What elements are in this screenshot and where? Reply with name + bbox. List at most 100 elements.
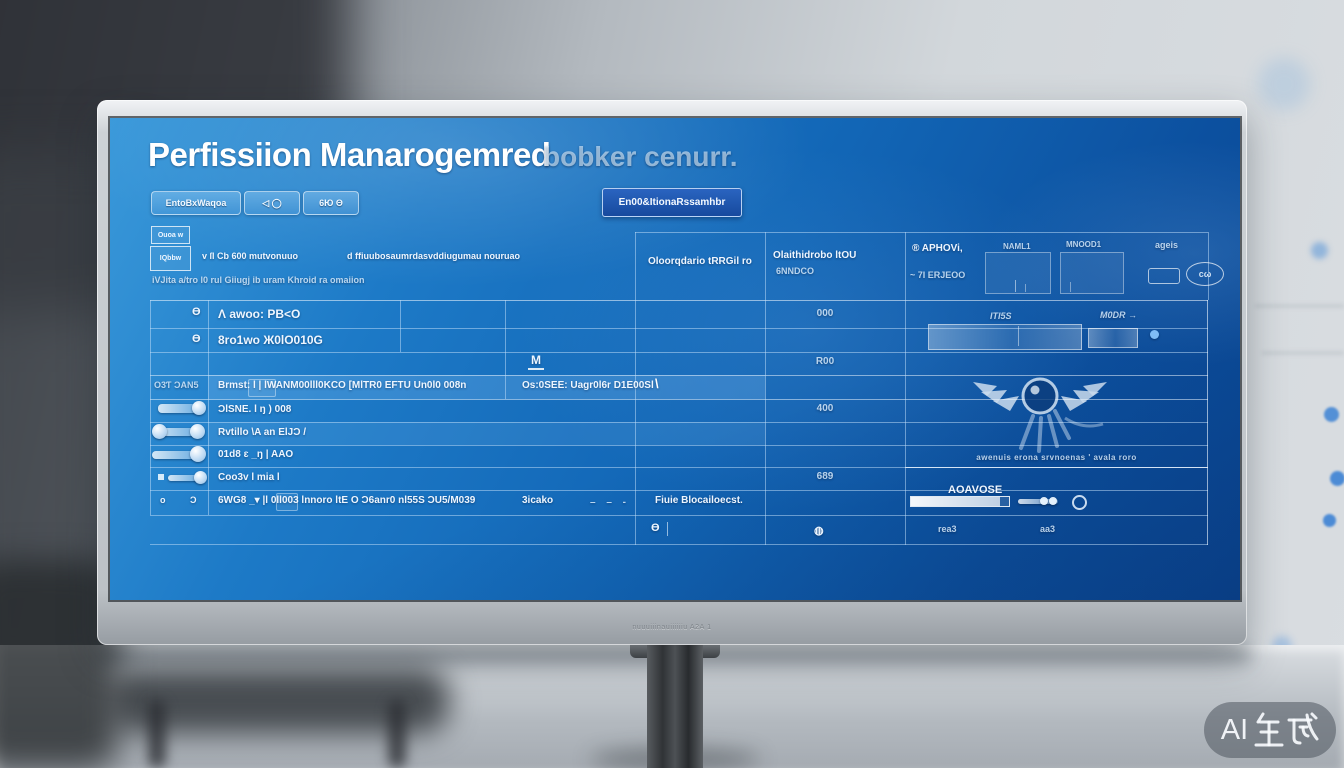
- cjk-shengcheng-glyph: [1254, 712, 1319, 747]
- slider-knob[interactable]: [190, 446, 206, 462]
- grid-line: [635, 232, 636, 300]
- grid-line: [765, 232, 766, 300]
- table-row[interactable]: Coo3v l mia l: [218, 472, 280, 483]
- slider-knob[interactable]: [192, 401, 206, 415]
- permission-table: Ө Λ awoo: PB<O Ө 8ro1wo Ж0lO010G M O3Ƭ Ɔ…: [150, 300, 1208, 545]
- grid-line: [150, 422, 1208, 423]
- slider-knob[interactable]: [152, 424, 167, 439]
- panel-bar-divider: [1018, 326, 1019, 346]
- toggle-slider[interactable]: [168, 475, 202, 481]
- grid-line: [150, 467, 1208, 468]
- bokeh-dot: [1330, 471, 1344, 486]
- row-detail-cell: Os:0SEE: Uagr0l6r D1E00Sl: [522, 380, 654, 391]
- count-cell: 400: [816, 403, 834, 414]
- filter-chip-small[interactable]: Ouoa w: [151, 226, 190, 244]
- primary-action-button[interactable]: En00&ItionaRssamhbr: [602, 188, 742, 217]
- eagle-emblem-icon: [973, 377, 1107, 453]
- table-row[interactable]: ƆlSNE. l ŋ ) 008: [218, 404, 292, 415]
- monitor-stand: [647, 645, 703, 768]
- checkbox-mark[interactable]: [158, 474, 164, 480]
- header-ghost-field[interactable]: [985, 252, 1051, 294]
- grid-line: [150, 328, 1208, 329]
- table-row-hover[interactable]: [208, 422, 765, 445]
- grid-line: [905, 232, 906, 300]
- table-row[interactable]: 8ro1wo Ж0lO010G: [218, 333, 323, 347]
- header-access-column[interactable]: ageis: [1155, 240, 1179, 250]
- grid-line: [400, 300, 401, 352]
- header-domain-column[interactable]: Olaithidrobo ltOU: [773, 250, 857, 261]
- row-status-cell: 3icako: [522, 495, 554, 506]
- table-row[interactable]: Rvtillo \A an ElJƆ /: [218, 427, 306, 438]
- filter-chip-large[interactable]: IQbbw: [150, 246, 191, 271]
- filter-text-1: v ſl Cb 600 mutvonuuo: [202, 251, 299, 261]
- arrow-circle-icon: ◁ ◯: [262, 197, 282, 208]
- row-dashes: – – -: [590, 497, 631, 508]
- column-sort-mark[interactable]: M: [528, 353, 544, 370]
- pager-icon[interactable]: Ө: [651, 522, 660, 534]
- filter-button[interactable]: EntoBxWaqoa: [151, 191, 241, 215]
- header-approve-column[interactable]: ® APHOVi,: [912, 243, 963, 254]
- furniture-leg: [148, 700, 166, 768]
- mini-slider[interactable]: [1018, 499, 1058, 504]
- emblem-caption: awenuis erona srvnoenas ' avala roro: [976, 453, 1137, 462]
- page-subtitle: bobker cenurr.: [543, 141, 738, 172]
- toggle-slider[interactable]: [154, 428, 202, 436]
- panel-bar-label: ITI5S: [990, 311, 1012, 321]
- toggle-slider[interactable]: [158, 404, 202, 413]
- grid-line: [150, 399, 1208, 400]
- slider-knob[interactable]: [190, 424, 205, 439]
- radio-dot[interactable]: o: [160, 495, 166, 505]
- header-mini-label-2: MNOOD1: [1066, 240, 1102, 249]
- toggle-dot[interactable]: [1040, 497, 1048, 505]
- pager-divider: [667, 522, 668, 536]
- furniture-leg: [388, 700, 406, 768]
- toggle-ring[interactable]: [1072, 495, 1087, 510]
- filter-text-2: d ffiuubosaumrdasvddiugumau nouruao: [347, 251, 520, 261]
- view-button[interactable]: 6Ю Θ: [303, 191, 359, 215]
- monitor-brand-label: nuuuiiinauiiiiiiu A2A 1: [632, 624, 712, 631]
- monitor: Perfissiion Manarogemred bobker cenurr. …: [97, 100, 1247, 645]
- grid-line: [905, 467, 1208, 468]
- toggle-dot[interactable]: [1049, 497, 1057, 505]
- nav-arrows-button[interactable]: ◁ ◯: [244, 191, 300, 215]
- header-approve-subtext: ~ 7I ERJEOO: [910, 270, 966, 280]
- grid-line: [150, 300, 1208, 301]
- grid-line: [635, 300, 636, 545]
- grid-line: [150, 300, 151, 515]
- ghost-field-tick: [1070, 282, 1071, 292]
- slider-knob[interactable]: [194, 471, 207, 484]
- header-account-column[interactable]: Oloorqdario tRRGil ro: [648, 256, 752, 267]
- screen: Perfissiion Manarogemred bobker cenurr. …: [108, 116, 1242, 602]
- header-toggle-icon[interactable]: cω: [1186, 262, 1224, 286]
- header-domain-subtext: 6NNDCO: [776, 266, 815, 276]
- ai-watermark-badge: AI: [1204, 702, 1336, 758]
- ghost-field-tick: [1015, 280, 1016, 292]
- wall-line: [1262, 352, 1344, 354]
- table-row[interactable]: Λ awoo: PB<O: [218, 307, 301, 321]
- inline-ghost-field[interactable]: [248, 379, 276, 397]
- table-row-selected[interactable]: [208, 375, 765, 399]
- grid-line: [208, 300, 209, 515]
- panel-ghost-bar: [1088, 328, 1138, 348]
- header-mini-label-1: NAML1: [1003, 242, 1031, 251]
- table-row[interactable]: 6WG8 _▾ |l 0ll003 lnnoro ltE O Ɔ6anr0 nl…: [218, 495, 476, 506]
- table-row[interactable]: Brmst: l | lWANM00lll0KCO [MlTR0 EFTU Un…: [218, 380, 467, 391]
- header-ghost-field[interactable]: [1060, 252, 1124, 294]
- grid-line: [150, 375, 1208, 376]
- grid-line: [150, 544, 1208, 545]
- row-status-icon[interactable]: Ө: [192, 306, 201, 318]
- wall-line: [1255, 305, 1344, 307]
- table-row[interactable]: 01d8 ɛ _ŋ | AAO: [218, 449, 294, 460]
- pager-icon[interactable]: ◍: [814, 525, 824, 537]
- row-status-icon[interactable]: Ө: [192, 333, 201, 345]
- bokeh-dot: [1324, 407, 1339, 422]
- inline-ghost-field[interactable]: [276, 493, 298, 511]
- grid-line: [765, 300, 766, 545]
- view-icon: 6Ю Θ: [319, 198, 343, 208]
- toggle-slider[interactable]: [152, 451, 202, 459]
- grid-line: [150, 490, 1208, 491]
- page-title: Perfissiion Manarogemred: [148, 136, 551, 173]
- header-rect-icon[interactable]: [1148, 268, 1180, 284]
- radio-dot[interactable]: Ɔ: [190, 495, 197, 505]
- grid-line: [1207, 300, 1208, 545]
